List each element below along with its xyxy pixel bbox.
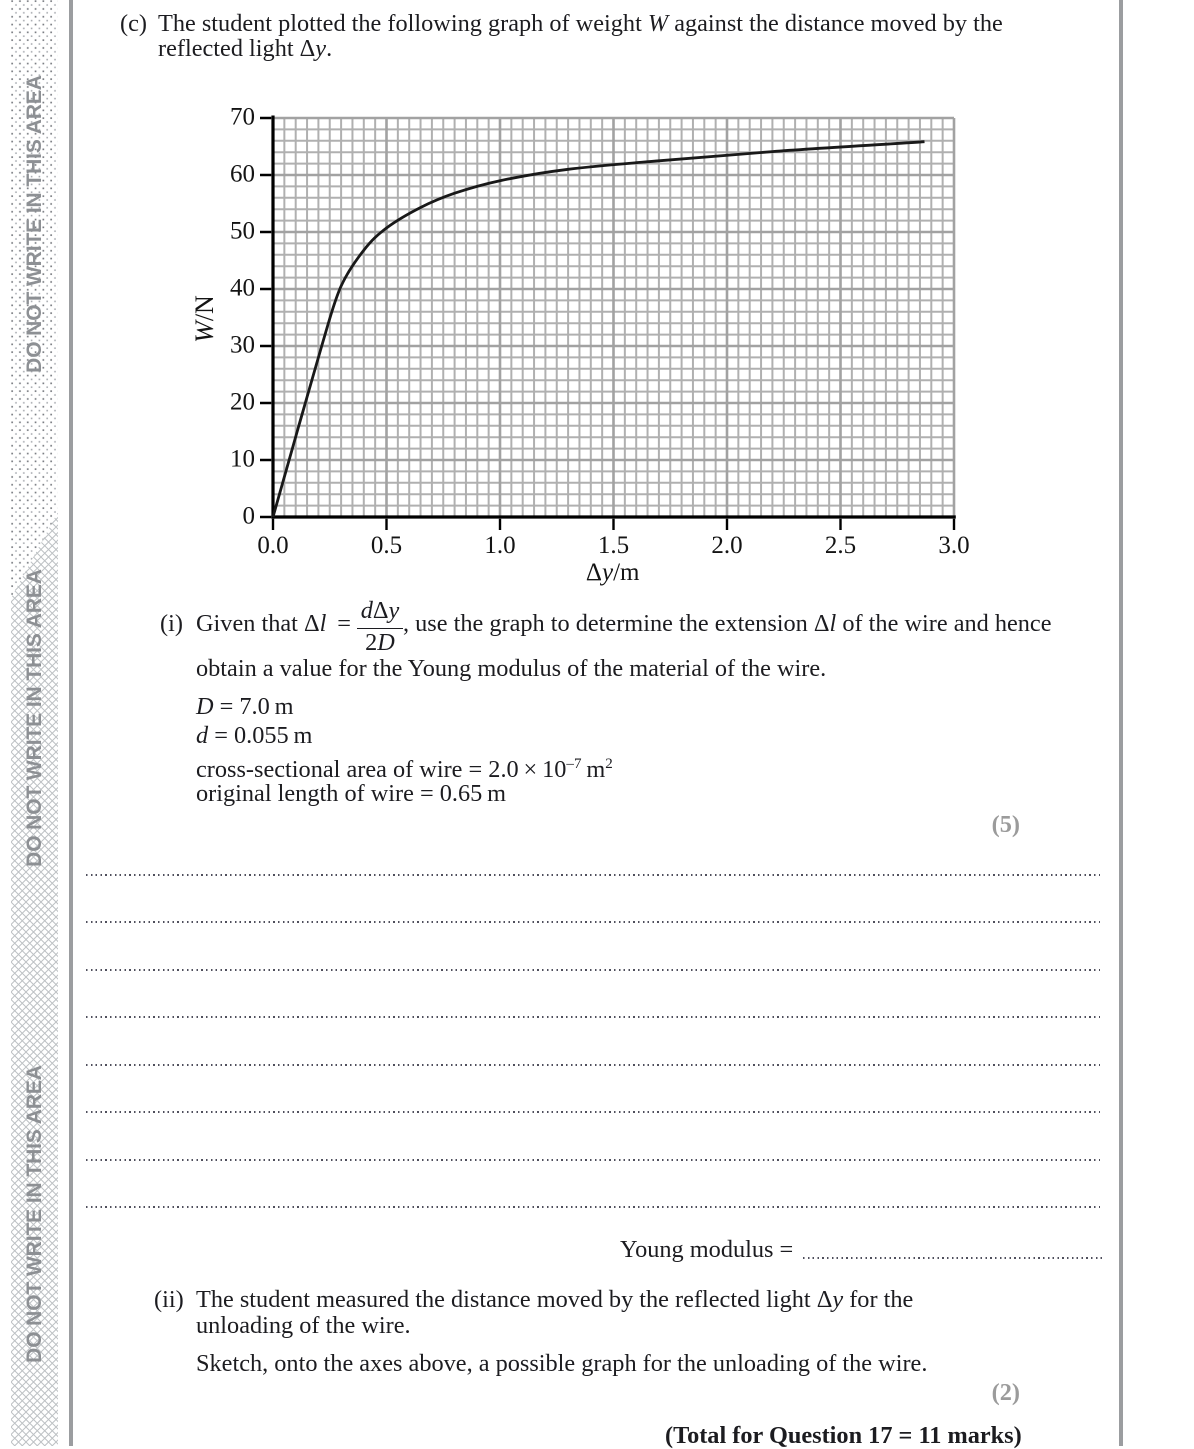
svg-text:30: 30 (230, 331, 255, 358)
svg-text:40: 40 (230, 274, 255, 301)
svg-text:Δy/m: Δy/m (586, 559, 640, 586)
svg-text:1.0: 1.0 (484, 532, 515, 559)
svg-text:70: 70 (230, 103, 255, 130)
svg-text:10: 10 (230, 445, 255, 472)
svg-text:3.0: 3.0 (938, 532, 969, 559)
svg-text:1.5: 1.5 (598, 532, 629, 559)
svg-text:0.5: 0.5 (371, 532, 402, 559)
svg-text:W/N: W/N (190, 295, 219, 343)
svg-text:60: 60 (230, 160, 255, 187)
svg-text:0: 0 (243, 502, 256, 529)
svg-text:50: 50 (230, 217, 255, 244)
svg-text:2.0: 2.0 (711, 532, 742, 559)
svg-text:20: 20 (230, 388, 255, 415)
svg-text:2.5: 2.5 (825, 532, 856, 559)
svg-text:0.0: 0.0 (257, 532, 288, 559)
